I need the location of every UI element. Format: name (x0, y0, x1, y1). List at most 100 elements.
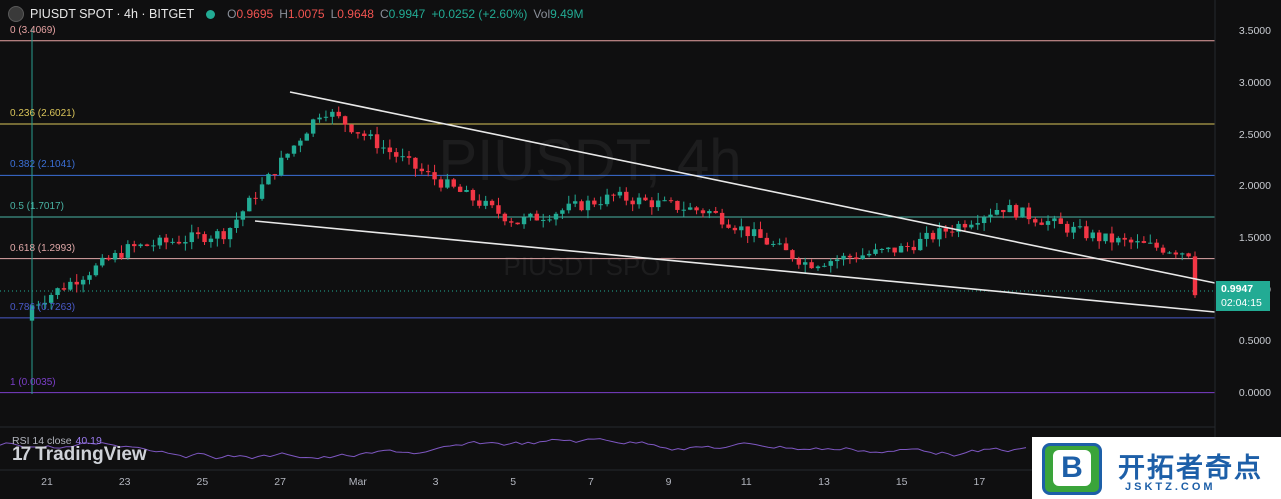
candle-body[interactable] (381, 147, 386, 149)
candle-body[interactable] (1167, 252, 1172, 254)
candle-body[interactable] (624, 191, 629, 201)
candle-body[interactable] (183, 242, 188, 244)
candle-body[interactable] (419, 168, 424, 172)
candle-body[interactable] (400, 156, 405, 158)
candle-body[interactable] (930, 232, 936, 240)
candle-body[interactable] (445, 179, 450, 188)
candle-body[interactable] (515, 222, 520, 225)
candle-body[interactable] (1154, 242, 1159, 248)
candle-body[interactable] (828, 261, 833, 266)
candle-body[interactable] (975, 223, 980, 225)
candle-body[interactable] (1192, 256, 1198, 296)
candle-body[interactable] (681, 209, 686, 211)
candle-body[interactable] (585, 200, 591, 211)
candle-body[interactable] (847, 255, 853, 258)
candle-body[interactable] (1186, 253, 1191, 257)
symbol-logo-icon[interactable] (8, 6, 24, 22)
candle-body[interactable] (234, 219, 239, 229)
candle-body[interactable] (342, 116, 348, 125)
candle-body[interactable] (866, 253, 872, 256)
candle-body[interactable] (464, 189, 469, 192)
candle-body[interactable] (1007, 205, 1012, 213)
candle-body[interactable] (368, 134, 373, 136)
candle-body[interactable] (962, 223, 968, 228)
lower-trendline[interactable] (254, 220, 1216, 313)
candle-body[interactable] (170, 241, 175, 243)
candle-body[interactable] (29, 305, 35, 321)
candle-body[interactable] (815, 266, 821, 269)
candle-body[interactable] (611, 194, 616, 196)
candle-body[interactable] (202, 234, 207, 243)
upper-trendline[interactable] (289, 91, 1216, 284)
candle-body[interactable] (394, 152, 399, 157)
candle-body[interactable] (719, 212, 725, 225)
candle-body[interactable] (994, 209, 1000, 215)
candle-body[interactable] (457, 186, 463, 192)
candle-body[interactable] (892, 247, 897, 253)
candle-body[interactable] (841, 255, 846, 260)
candle-body[interactable] (489, 200, 495, 206)
candle-body[interactable] (68, 281, 73, 290)
candle-body[interactable] (451, 179, 456, 187)
candle-body[interactable] (547, 219, 552, 221)
candle-body[interactable] (764, 237, 770, 245)
candle-body[interactable] (649, 200, 655, 208)
candle-body[interactable] (771, 243, 776, 245)
candle-body[interactable] (125, 244, 131, 258)
candle-body[interactable] (1128, 239, 1134, 243)
candle-body[interactable] (323, 116, 329, 118)
candle-body[interactable] (1064, 223, 1070, 233)
candle-body[interactable] (572, 201, 578, 204)
candlestick-series[interactable] (29, 106, 1198, 322)
candle-body[interactable] (854, 257, 859, 259)
candle-body[interactable] (387, 147, 393, 153)
candle-body[interactable] (745, 226, 750, 237)
candle-body[interactable] (425, 171, 431, 173)
candle-body[interactable] (739, 226, 744, 231)
candle-body[interactable] (1103, 233, 1108, 242)
candle-body[interactable] (163, 237, 169, 243)
candle-body[interactable] (528, 213, 533, 218)
candle-body[interactable] (336, 111, 341, 117)
candle-body[interactable] (694, 207, 699, 211)
candle-body[interactable] (969, 224, 974, 228)
candle-body[interactable] (860, 255, 865, 259)
candle-body[interactable] (291, 145, 297, 154)
candle-body[interactable] (61, 288, 67, 290)
candle-body[interactable] (208, 238, 214, 243)
candle-body[interactable] (266, 174, 271, 185)
candle-body[interactable] (151, 245, 156, 247)
tradingview-logo[interactable]: 17 TradingView (12, 444, 147, 466)
candle-body[interactable] (48, 294, 54, 303)
candle-body[interactable] (253, 197, 258, 199)
candle-body[interactable] (36, 304, 41, 306)
candle-body[interactable] (643, 197, 648, 201)
candle-body[interactable] (413, 157, 418, 169)
candle-body[interactable] (758, 229, 763, 238)
candle-body[interactable] (988, 214, 993, 218)
candle-body[interactable] (1052, 218, 1057, 222)
candle-body[interactable] (521, 217, 527, 225)
candle-body[interactable] (1180, 253, 1185, 255)
candle-body[interactable] (1001, 209, 1006, 213)
candle-body[interactable] (1096, 232, 1102, 242)
candle-body[interactable] (1013, 205, 1019, 218)
candle-body[interactable] (803, 262, 808, 265)
candle-body[interactable] (221, 231, 226, 240)
candle-body[interactable] (1077, 226, 1083, 228)
candle-body[interactable] (119, 252, 124, 258)
candle-body[interactable] (304, 133, 309, 141)
candle-body[interactable] (707, 211, 712, 214)
candle-body[interactable] (1135, 241, 1140, 243)
candle-body[interactable] (879, 248, 885, 250)
candle-body[interactable] (598, 204, 603, 206)
candle-body[interactable] (259, 184, 265, 199)
candle-body[interactable] (87, 275, 92, 280)
candle-body[interactable] (911, 246, 917, 251)
candle-body[interactable] (1160, 247, 1166, 253)
candle-body[interactable] (1026, 207, 1032, 220)
candle-body[interactable] (509, 221, 514, 223)
candle-body[interactable] (157, 237, 163, 246)
candle-body[interactable] (675, 200, 680, 210)
candle-body[interactable] (604, 194, 610, 205)
